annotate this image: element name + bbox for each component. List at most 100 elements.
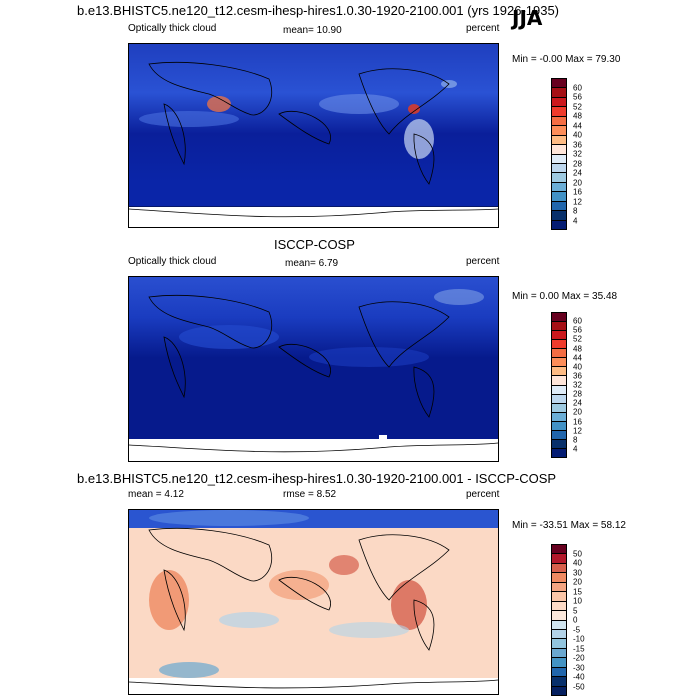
colorbar-swatch [552, 220, 566, 229]
colorbar-swatch [552, 592, 566, 602]
colorbar-tick-label: 40 [573, 362, 582, 372]
colorbar-swatch [552, 563, 566, 574]
panel2-mean-label: mean= 6.79 [285, 258, 339, 269]
colorbar-swatch [552, 192, 566, 202]
season-label: JJA [512, 6, 543, 30]
colorbar-tick-label: 56 [573, 92, 582, 102]
colorbar-tick-label: 4 [573, 444, 578, 454]
colorbar-tick-label: 20 [573, 178, 582, 187]
colorbar-tick-label: 0 [573, 615, 578, 625]
colorbar-swatch [552, 648, 566, 659]
panel1-colorbar [551, 78, 567, 230]
panel2-map [128, 276, 499, 462]
colorbar-swatch [552, 126, 566, 136]
colorbar-swatch [552, 135, 566, 146]
panel3-rmse-label: rmse = 8.52 [283, 489, 337, 500]
colorbar-tick-label: 44 [573, 121, 582, 130]
panel3-colorbar [551, 544, 567, 696]
colorbar-swatch [552, 629, 566, 640]
colorbar-swatch [552, 545, 566, 555]
colorbar-swatch [552, 349, 566, 359]
colorbar-tick-label: 40 [573, 130, 582, 140]
colorbar-swatch [552, 582, 566, 593]
colorbar-swatch [552, 107, 566, 117]
colorbar-tick-label: 52 [573, 334, 582, 344]
colorbar-swatch [552, 620, 566, 630]
colorbar-swatch [552, 116, 566, 127]
colorbar-tick-label: 12 [573, 197, 582, 206]
colorbar-swatch [552, 601, 566, 612]
colorbar-swatch [552, 677, 566, 687]
colorbar-swatch [552, 79, 566, 89]
colorbar-swatch [552, 376, 566, 386]
colorbar-tick-label: 8 [573, 206, 578, 216]
colorbar-swatch [552, 439, 566, 449]
colorbar-tick-label: 10 [573, 596, 582, 606]
colorbar-swatch [552, 340, 566, 350]
panel1-map [128, 43, 499, 228]
colorbar-tick-label: 60 [573, 83, 582, 92]
colorbar-swatch [552, 154, 566, 164]
colorbar-swatch [552, 145, 566, 155]
colorbar-swatch [552, 385, 566, 395]
colorbar-tick-label: 15 [573, 587, 582, 596]
panel1-units-label: percent [466, 23, 500, 34]
colorbar-tick-label: 32 [573, 149, 582, 159]
colorbar-tick-label: 8 [573, 435, 578, 445]
colorbar-tick-label: -40 [573, 672, 585, 682]
colorbar-swatch [552, 412, 566, 422]
colorbar-tick-label: -15 [573, 644, 585, 653]
colorbar-swatch [552, 667, 566, 678]
colorbar-swatch [552, 182, 566, 193]
colorbar-tick-label: 52 [573, 102, 582, 111]
colorbar-tick-label: 12 [573, 426, 582, 436]
panel2-colorbar [551, 312, 567, 458]
colorbar-tick-label: -20 [573, 653, 585, 663]
colorbar-tick-label: 48 [573, 344, 582, 353]
colorbar-tick-label: 56 [573, 325, 582, 335]
colorbar-swatch [552, 421, 566, 431]
colorbar-tick-label: -30 [573, 663, 585, 672]
panel2-units-label: percent [466, 256, 500, 267]
colorbar-swatch [552, 201, 566, 212]
colorbar-swatch [552, 686, 566, 695]
colorbar-tick-label: -5 [573, 625, 581, 634]
panel1-mean-label: mean= 10.90 [283, 25, 342, 36]
colorbar-swatch [552, 322, 566, 332]
panel3-mean-label: mean = 4.12 [128, 489, 184, 500]
colorbar-tick-label: 20 [573, 407, 582, 417]
colorbar-swatch [552, 211, 566, 221]
colorbar-tick-label: 48 [573, 111, 582, 121]
colorbar-tick-label: 28 [573, 389, 582, 399]
colorbar-tick-label: 20 [573, 577, 582, 587]
colorbar-tick-label: 24 [573, 168, 582, 178]
colorbar-swatch [552, 611, 566, 621]
panel1-title: b.e13.BHISTC5.ne120_t12.cesm-ihesp-hires… [77, 3, 560, 18]
panel1-minmax: Min = -0.00 Max = 79.30 [512, 54, 621, 65]
panel2-title: ISCCP-COSP [274, 237, 355, 252]
colorbar-tick-label: 40 [573, 558, 582, 568]
colorbar-tick-label: 30 [573, 568, 582, 577]
colorbar-tick-label: 50 [573, 549, 582, 558]
colorbar-tick-label: 28 [573, 159, 582, 168]
panel3-units-label: percent [466, 489, 500, 500]
colorbar-swatch [552, 331, 566, 341]
colorbar-swatch [552, 394, 566, 404]
colorbar-swatch [552, 173, 566, 183]
colorbar-swatch [552, 448, 566, 457]
panel3-map [128, 509, 499, 695]
colorbar-tick-label: 16 [573, 417, 582, 426]
colorbar-tick-label: 4 [573, 216, 578, 225]
colorbar-tick-label: 5 [573, 606, 578, 615]
panel2-minmax: Min = 0.00 Max = 35.48 [512, 291, 618, 302]
colorbar-tick-label: 16 [573, 187, 582, 197]
colorbar-swatch [552, 639, 566, 649]
colorbar-swatch [552, 573, 566, 583]
colorbar-tick-label: 36 [573, 371, 582, 381]
colorbar-swatch [552, 554, 566, 564]
colorbar-swatch [552, 658, 566, 668]
colorbar-swatch [552, 88, 566, 98]
panel2-variable-label: Optically thick cloud [128, 256, 217, 267]
colorbar-tick-label: 44 [573, 353, 582, 363]
colorbar-tick-label: 36 [573, 140, 582, 149]
